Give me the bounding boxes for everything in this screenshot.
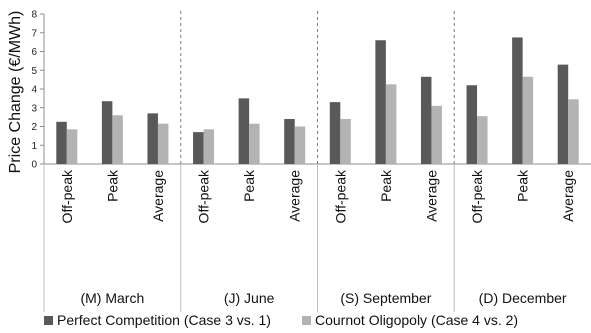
category-label: Off-peak xyxy=(332,169,348,223)
y-tick-label: 6 xyxy=(31,47,37,58)
group-label: (D) December xyxy=(479,290,567,306)
category-label: Off-peak xyxy=(196,169,212,223)
bar xyxy=(112,115,123,164)
group-label: (J) June xyxy=(224,290,275,306)
category-label: Average xyxy=(423,170,439,222)
y-tick-label: 7 xyxy=(31,28,37,39)
y-tick-label: 2 xyxy=(31,122,37,133)
y-tick-label: 0 xyxy=(31,160,37,171)
bar xyxy=(557,64,569,164)
y-tick-label: 8 xyxy=(31,10,37,21)
group-label: (S) September xyxy=(340,290,431,306)
category-label: Off-peak xyxy=(59,169,75,223)
y-tick-label: 5 xyxy=(31,66,37,77)
legend-label: Cournot Oligopoly (Case 4 vs. 2) xyxy=(315,312,518,328)
legend-swatch xyxy=(302,316,311,325)
bar xyxy=(238,98,250,164)
category-label: Off-peak xyxy=(469,169,485,223)
bar xyxy=(420,76,432,164)
bar xyxy=(329,102,341,164)
bar xyxy=(340,119,351,164)
category-label: Average xyxy=(560,170,576,222)
bar xyxy=(431,105,442,164)
category-label: Peak xyxy=(515,169,531,202)
category-label: Average xyxy=(150,170,166,222)
y-tick-label: 4 xyxy=(31,85,37,96)
category-label: Peak xyxy=(104,169,120,202)
bar xyxy=(147,113,158,164)
group-label: (M) March xyxy=(80,290,144,306)
legend-label: Perfect Competition (Case 3 vs. 1) xyxy=(57,312,271,328)
y-tick-label: 3 xyxy=(31,103,37,114)
bar xyxy=(249,123,260,164)
bar xyxy=(385,84,397,164)
bar xyxy=(375,40,386,164)
bar xyxy=(203,129,215,164)
bar xyxy=(66,129,78,164)
bar xyxy=(157,123,169,164)
y-axis-label: Price Change (€/MWh) xyxy=(7,11,24,174)
category-label: Peak xyxy=(241,169,257,202)
bar xyxy=(466,85,478,164)
y-tick-label: 1 xyxy=(31,141,37,152)
bar xyxy=(284,119,295,164)
legend-swatch xyxy=(44,316,53,325)
bar xyxy=(56,121,67,164)
category-label: Average xyxy=(287,170,303,222)
category-label: Peak xyxy=(378,169,394,202)
bar xyxy=(568,99,579,164)
bar xyxy=(477,116,488,164)
bar xyxy=(193,132,204,164)
bar xyxy=(512,37,523,164)
bar xyxy=(294,126,306,164)
bar xyxy=(101,101,113,164)
bar xyxy=(522,76,534,164)
